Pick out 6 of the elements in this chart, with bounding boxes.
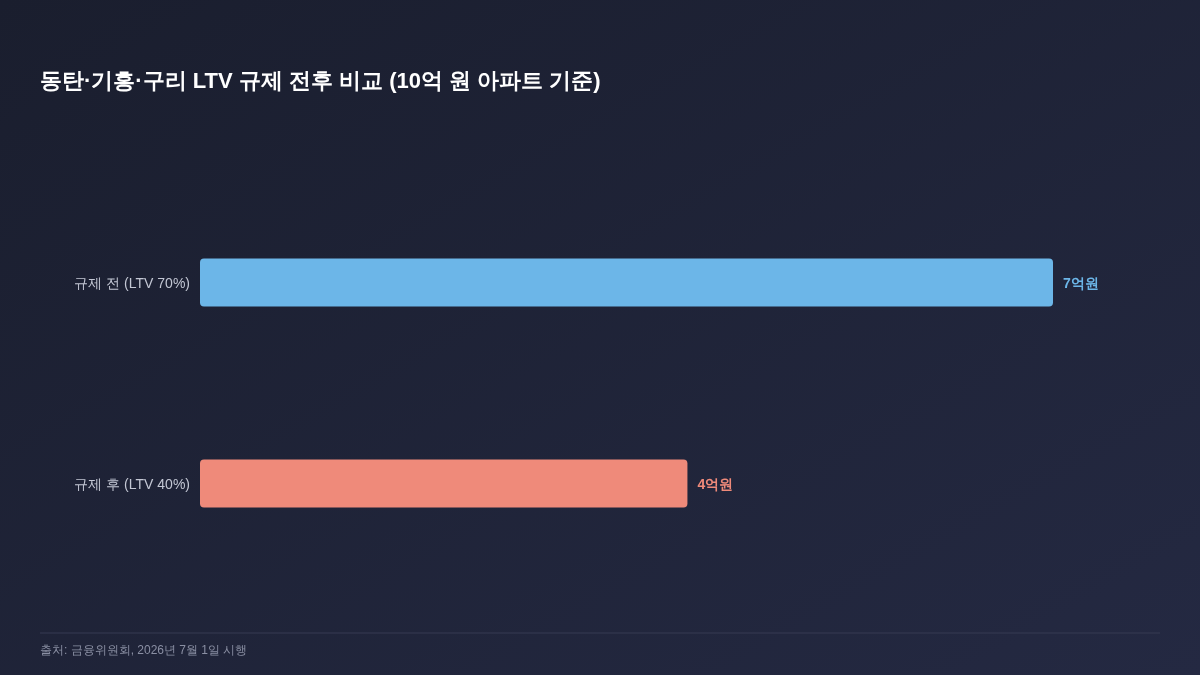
- data-label: 4억원: [697, 475, 734, 492]
- y-tick-label: 규제 전 (LTV 70%): [74, 274, 190, 291]
- data-label: 7억원: [1063, 274, 1099, 291]
- source-note: 출처: 금융위원회, 2026년 7월 1일 시행: [40, 643, 248, 657]
- y-tick-label: 규제 후 (LTV 40%): [74, 475, 190, 492]
- chart-title: 동탄·기흥·구리 LTV 규제 전후 비교 (10억 원 아파트 기준): [40, 68, 601, 93]
